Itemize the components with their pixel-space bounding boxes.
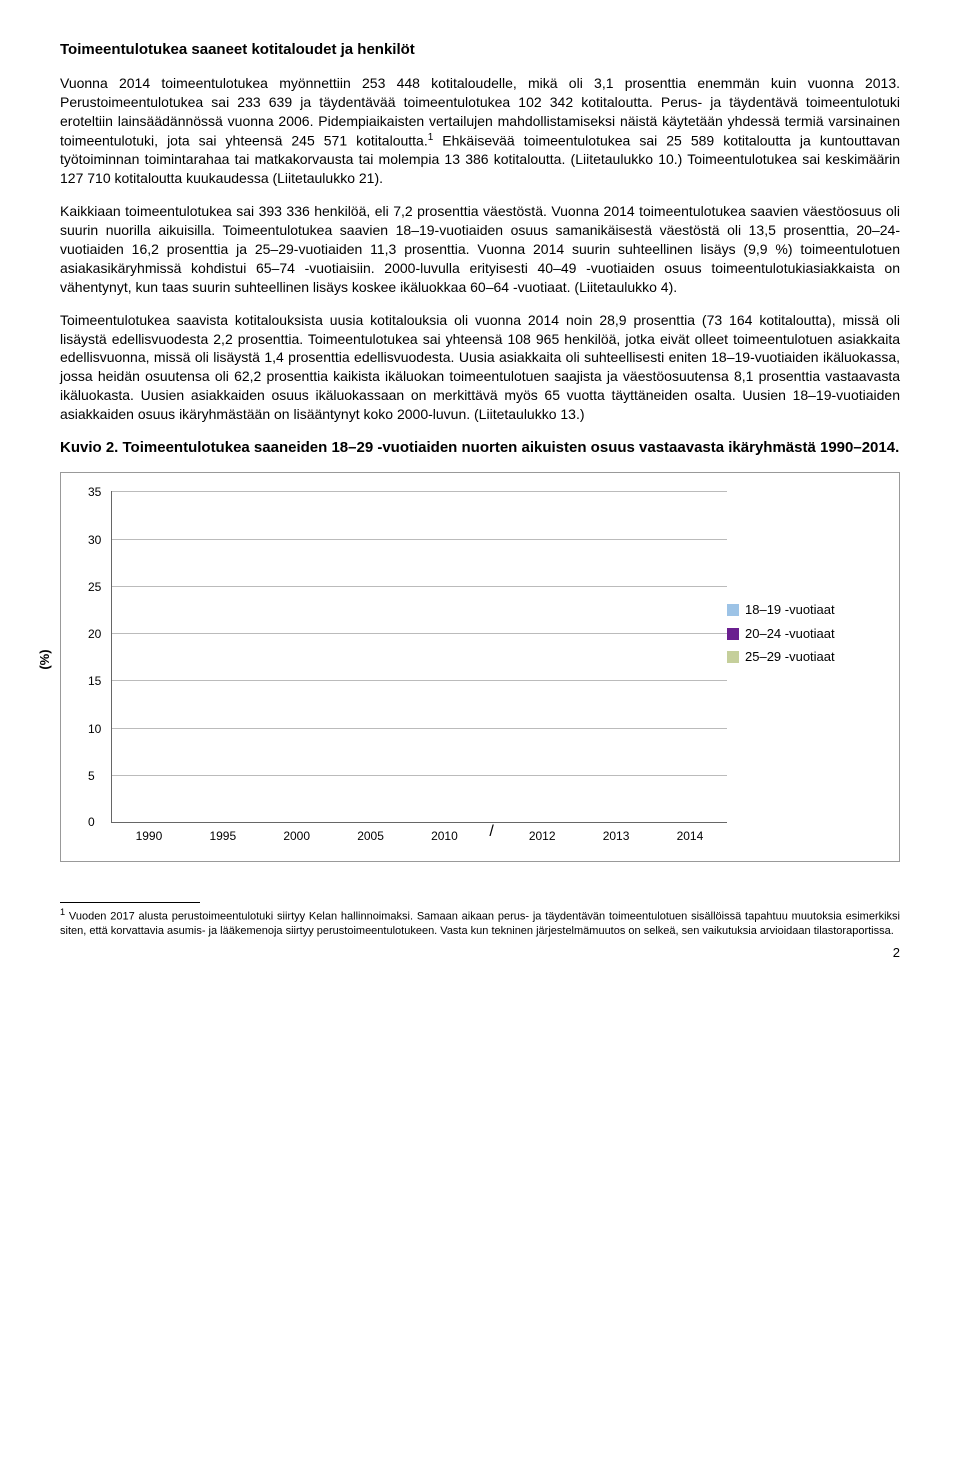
legend-label: 20–24 -vuotiaat [745,625,835,643]
legend-label: 25–29 -vuotiaat [745,648,835,666]
x-tick-label: 2013 [586,828,646,844]
x-tick-label: 2010 [414,828,474,844]
y-tick-label: 5 [88,768,95,784]
paragraph-3: Toimeentulotukea saavista kotitalouksist… [60,311,900,424]
x-tick-label: 2000 [267,828,327,844]
paragraph-1: Vuonna 2014 toimeentulotukea myönnettiin… [60,74,900,188]
y-tick-label: 20 [88,626,101,642]
y-tick-label: 25 [88,579,101,595]
footnote: 1 Vuoden 2017 alusta perustoimeentulotuk… [60,907,900,938]
x-tick-label: 2005 [341,828,401,844]
chart-legend: 18–19 -vuotiaat 20–24 -vuotiaat 25–29 -vuo… [727,491,877,672]
x-tick-label: 2014 [660,828,720,844]
x-tick-label: 1990 [119,828,179,844]
y-tick-label: 35 [88,484,101,500]
chart-plot-area: (%) 0510152025303519901995200020052010/2… [83,491,727,851]
y-tick-label: 0 [88,814,95,830]
y-tick-label: 10 [88,721,101,737]
x-tick-label: 2012 [512,828,572,844]
footnote-rule [60,902,200,903]
chart-container: (%) 0510152025303519901995200020052010/2… [60,472,900,862]
paragraph-2: Kaikkiaan toimeentulotukea sai 393 336 h… [60,202,900,296]
legend-item: 18–19 -vuotiaat [727,601,877,619]
page-number: 2 [60,944,900,962]
legend-swatch [727,651,739,663]
kuvio-caption: Kuvio 2. Toimeentulotukea saaneiden 18–2… [60,438,900,458]
legend-item: 25–29 -vuotiaat [727,648,877,666]
legend-item: 20–24 -vuotiaat [727,625,877,643]
y-axis-label: (%) [36,650,54,670]
section-heading: Toimeentulotukea saaneet kotitaloudet ja… [60,40,900,60]
legend-swatch [727,604,739,616]
y-tick-label: 15 [88,673,101,689]
x-tick-label: 1995 [193,828,253,844]
legend-label: 18–19 -vuotiaat [745,601,835,619]
y-tick-label: 30 [88,532,101,548]
legend-swatch [727,628,739,640]
bar-groups: 19901995200020052010/201220132014 [112,491,727,822]
footnote-text: Vuoden 2017 alusta perustoimeentulotuki … [60,911,900,937]
